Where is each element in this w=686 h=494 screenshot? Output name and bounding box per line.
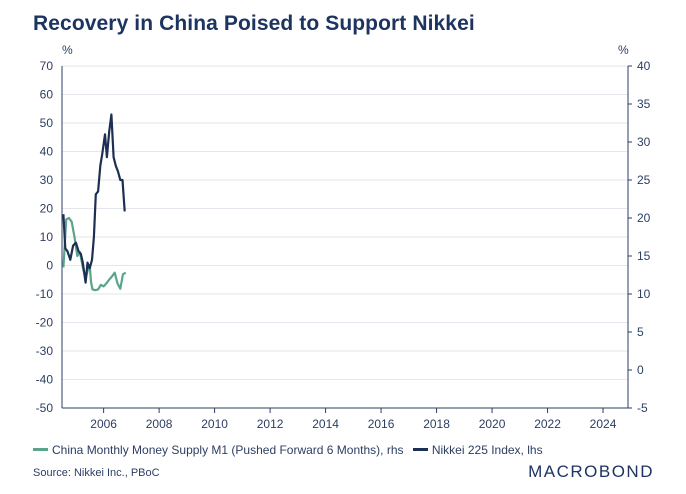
legend-swatch-nikkei [412,448,428,452]
legend: China Monthly Money Supply M1 (Pushed Fo… [33,443,549,457]
left-tick-label: -10 [36,287,54,301]
source-note: Source: Nikkei Inc., PBoC [33,467,160,479]
tick-labels: 706050403020100-10-20-30-40-504035302520… [36,43,651,431]
chart-title: Recovery in China Poised to Support Nikk… [33,12,475,35]
left-tick-label: -20 [36,316,54,330]
x-tick-label: 2012 [257,417,284,431]
legend-item-m1: China Monthly Money Supply M1 (Pushed Fo… [33,443,407,457]
x-tick-label: 2020 [479,417,506,431]
x-tick-label: 2006 [90,417,117,431]
series-lines [62,113,127,292]
left-tick-label: 60 [40,88,54,102]
right-axis-unit: % [618,43,629,57]
right-tick-label: 35 [637,97,651,111]
right-tick-label: 0 [637,363,644,377]
x-tick-label: 2022 [534,417,561,431]
left-tick-label: 20 [40,202,54,216]
left-tick-label: 40 [40,145,54,159]
left-tick-label: 50 [40,116,54,130]
right-tick-label: 5 [637,325,644,339]
right-tick-label: -5 [637,401,648,415]
axes [61,65,632,413]
series-line-china-m1 [62,216,127,292]
series-line-nikkei [62,113,126,284]
left-tick-label: 0 [46,259,53,273]
right-tick-label: 15 [637,249,651,263]
legend-swatch-m1 [33,448,48,452]
right-tick-label: 40 [637,59,651,73]
right-tick-label: 30 [637,135,651,149]
x-tick-label: 2024 [590,417,617,431]
right-tick-label: 20 [637,211,651,225]
left-tick-label: 30 [40,173,54,187]
legend-label-nikkei: Nikkei 225 Index, lhs [431,443,543,457]
x-tick-label: 2016 [368,417,395,431]
left-tick-label: 10 [40,230,54,244]
right-tick-label: 10 [637,287,651,301]
left-tick-label: 70 [40,59,54,73]
x-tick-label: 2008 [146,417,173,431]
left-tick-label: -40 [36,373,54,387]
left-tick-label: -50 [36,401,54,415]
macrobond-logo: MACROBOND [528,462,654,481]
legend-label-m1: China Monthly Money Supply M1 (Pushed Fo… [52,443,404,457]
gridlines [62,65,628,409]
left-tick-label: -30 [36,344,54,358]
x-tick-label: 2010 [201,417,228,431]
right-tick-label: 25 [637,173,651,187]
legend-item-nikkei: Nikkei 225 Index, lhs [412,443,543,457]
x-tick-label: 2018 [423,417,450,431]
x-tick-label: 2014 [312,417,339,431]
left-axis-unit: % [62,43,73,57]
